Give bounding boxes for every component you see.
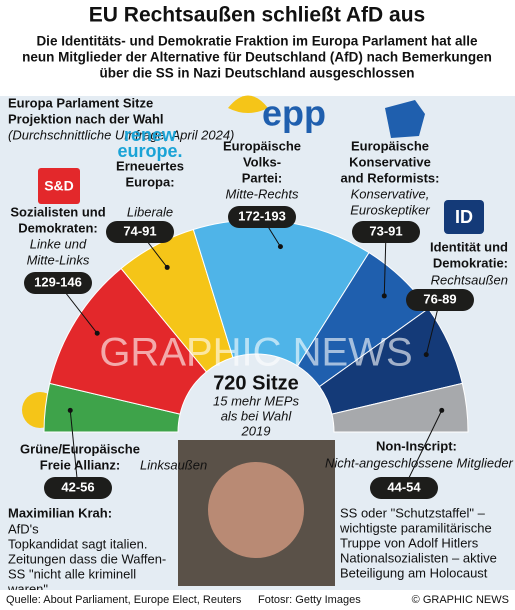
group-description: Linke und (30, 236, 87, 251)
group-description: Rechtsaußen (431, 272, 508, 287)
leader-dot (277, 244, 283, 250)
id-logo (444, 200, 484, 234)
group-name: Erneuertes (116, 158, 184, 173)
leader-dot (439, 407, 445, 413)
copyright: © GRAPHIC NEWS (412, 594, 509, 606)
group-description: Mitte-Rechts (226, 186, 299, 201)
footer-bg (0, 590, 515, 610)
seat-pill (228, 206, 296, 228)
photo-credit: Fotosr: Getty Images (258, 594, 361, 606)
group-description: Linksaußen (140, 457, 207, 472)
leader-dot (94, 330, 100, 336)
krah-name: Maximilian Krah: (8, 505, 112, 520)
sd-logo (38, 168, 80, 204)
chart-subtitle: Europa Parlament Sitze (8, 95, 153, 110)
group-name: Grüne/Europäische (20, 441, 140, 456)
group-description: Nicht-angeschlossene Mitglieder (325, 455, 514, 470)
sd-logo-text: S&D (44, 178, 74, 194)
ecr-lion (385, 100, 425, 138)
group-name: Demokratie: (433, 255, 508, 270)
group-name: Sozialisten und (10, 204, 105, 219)
group-name: Europäische (223, 138, 301, 153)
ss-text: wichtigste paramilitärische (339, 520, 492, 535)
seat-segment (49, 267, 208, 415)
ss-text: SS oder "Schutzstaffel" – (340, 505, 486, 520)
seat-range: 44-54 (387, 479, 421, 494)
ss-text: Beteiligung am Holocaust (340, 565, 488, 580)
seat-segment (331, 382, 469, 433)
leader-dot (423, 352, 429, 358)
total-note: 2019 (241, 423, 271, 438)
krah-text: SS "nicht alle kriminell (8, 566, 136, 581)
group-description: Mitte-Links (27, 252, 90, 267)
total-note: 15 mehr MEPs (213, 393, 299, 408)
seat-pill (406, 289, 474, 311)
group-name: Europa: (125, 174, 174, 189)
watermark-text: GRAPHIC NEWS (99, 331, 412, 375)
total-seats: 720 Sitze (213, 372, 299, 394)
leader-line (403, 410, 443, 489)
chart-subtitle: Projektion nach der Wahl (8, 111, 164, 126)
seat-pill (370, 477, 438, 499)
id-logo-text: ID (455, 207, 473, 227)
group-name: Europäische (351, 138, 429, 153)
seat-pill (106, 221, 174, 243)
subtitle-line: Die Identitäts- und Demokratie Fraktion … (36, 34, 478, 49)
header-bg (0, 0, 515, 96)
group-name: Volks- (243, 154, 281, 169)
chart-note: (Durchschnittliche Umfrage, April 2024) (8, 127, 234, 142)
ss-text: Truppe von Adolf Hitlers (340, 535, 479, 550)
group-description: Euroskeptiker (350, 202, 430, 217)
renew-logo-text: europe. (117, 141, 182, 161)
group-name: and Reformists: (341, 170, 440, 185)
leader-dot (381, 293, 387, 299)
seat-pill (44, 477, 112, 499)
title: EU Rechtsaußen schließt AfD aus (89, 4, 425, 27)
epp-logo-text: epp (262, 93, 326, 134)
total-note: als bei Wahl (221, 408, 293, 423)
group-name: Freie Allianz: (40, 457, 120, 472)
seat-range: 73-91 (369, 223, 402, 238)
seat-range: 129-146 (34, 274, 82, 289)
krah-text: Topkandidat sagt italien. (8, 536, 147, 551)
photo-face (208, 462, 304, 558)
leader-dot (67, 407, 73, 413)
group-name: Konservative (349, 154, 431, 169)
group-name: Partei: (242, 170, 282, 185)
subtitle-line: über die SS in Nazi Deutschland ausgesch… (99, 66, 414, 81)
renew-logo-text: renew (124, 125, 177, 145)
ss-text: Nationalsozialisten – aktive (340, 550, 497, 565)
group-name: Identität und (430, 239, 508, 254)
seat-pill (352, 221, 420, 243)
seat-range: 172-193 (238, 208, 286, 223)
source: Quelle: About Parliament, Europe Elect, … (6, 594, 242, 606)
leader-line (69, 410, 79, 489)
seat-range: 42-56 (61, 479, 94, 494)
group-name: Non-Inscript: (376, 438, 457, 453)
group-description: Konservative, (351, 186, 430, 201)
leader-dot (164, 264, 170, 270)
seat-pill (24, 272, 92, 294)
krah-text: Zeitungen dass die Waffen- (8, 551, 166, 566)
epp-heart (228, 95, 268, 113)
seat-range: 76-89 (423, 291, 456, 306)
group-name: Demokraten: (18, 220, 97, 235)
subtitle-line: neun Mitglieder der Alternative für Deut… (22, 50, 492, 65)
group-description: Liberale (127, 204, 173, 219)
seat-range: 74-91 (123, 223, 156, 238)
krah-text: AfD's (8, 521, 39, 536)
